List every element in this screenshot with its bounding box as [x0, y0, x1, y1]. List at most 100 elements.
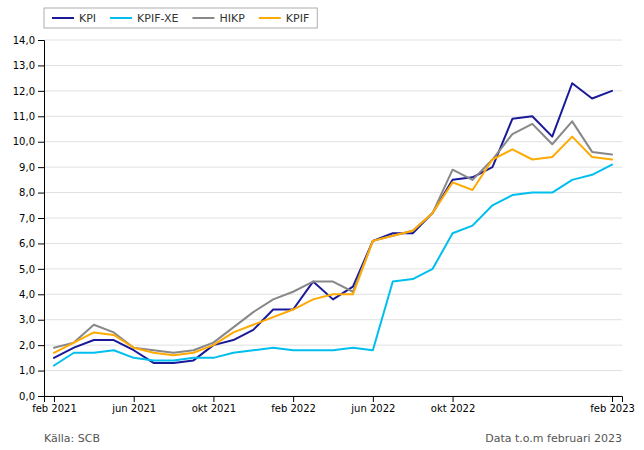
x-tick-mark — [134, 396, 135, 402]
legend-item: HIKP — [192, 12, 245, 25]
legend-item: KPIF-XE — [110, 12, 178, 25]
y-tick-label: 10,0 — [13, 136, 35, 147]
legend: KPI KPIF-XE HIKP KPIF — [44, 8, 317, 28]
legend-label: KPIF — [286, 12, 309, 25]
y-tick: 5,0 — [19, 264, 44, 275]
x-tick: feb 2023 — [590, 396, 635, 414]
y-tick: 8,0 — [19, 187, 44, 198]
lines — [54, 83, 612, 365]
y-tick: 13,0 — [13, 60, 44, 71]
y-tick-label: 1,0 — [19, 365, 35, 376]
y-tick-label: 4,0 — [19, 289, 35, 300]
x-tick-mark — [54, 396, 55, 402]
y-tick-mark — [38, 167, 44, 168]
y-tick-label: 7,0 — [19, 213, 35, 224]
y-tick-mark — [38, 243, 44, 244]
x-tick-mark — [293, 396, 294, 402]
annotation: Källa: SCB — [44, 432, 100, 445]
legend-label: KPIF-XE — [137, 12, 178, 25]
y-tick-mark — [38, 218, 44, 219]
x-tick: okt 2022 — [431, 396, 475, 414]
y-tick: 12,0 — [13, 86, 44, 97]
y-tick-mark — [38, 294, 44, 295]
annotation: Data t.o.m februari 2023 — [485, 432, 622, 445]
grid-line — [44, 243, 622, 244]
grid — [44, 40, 622, 396]
y-tick: 9,0 — [19, 162, 44, 173]
grid-line — [44, 218, 622, 219]
y-tick-label: 13,0 — [13, 60, 35, 71]
x-tick-mark — [213, 396, 214, 402]
x-tick: feb 2021 — [32, 396, 77, 414]
grid-line — [44, 90, 622, 91]
plot: 0,0 1,0 2,0 3,0 4,0 5,0 6,0 7,0 8,0 9,0 10,0 11,0 12… — [13, 35, 635, 414]
grid-line — [44, 40, 622, 41]
y-axis-line — [38, 41, 45, 397]
y-tick: 1,0 — [19, 365, 44, 376]
x-tick-label: feb 2021 — [32, 403, 77, 414]
y-tick: 0,0 — [19, 391, 44, 402]
y-tick-mark — [38, 65, 44, 66]
y-axis: 0,0 1,0 2,0 3,0 4,0 5,0 6,0 7,0 8,0 9,0 10,0 11,0 12… — [13, 35, 45, 402]
x-tick-label: okt 2022 — [431, 403, 475, 414]
y-tick: 7,0 — [19, 213, 44, 224]
y-tick: 2,0 — [19, 340, 44, 351]
grid-line — [44, 268, 622, 269]
grid-line — [44, 116, 622, 117]
y-tick-label: 2,0 — [19, 340, 35, 351]
legend-swatch — [259, 17, 281, 19]
y-tick-label: 0,0 — [19, 391, 35, 402]
legend-swatch — [52, 17, 74, 19]
y-tick-label: 9,0 — [19, 162, 35, 173]
y-tick-mark — [38, 91, 44, 92]
chart: 0,0 1,0 2,0 3,0 4,0 5,0 6,0 7,0 8,0 9,0 10,0 11,0 12… — [0, 0, 644, 450]
y-tick: 11,0 — [13, 111, 44, 122]
x-tick-label: okt 2021 — [192, 403, 236, 414]
grid-line — [44, 141, 622, 142]
y-tick: 14,0 — [13, 35, 44, 46]
grid-line — [44, 167, 622, 168]
y-tick-mark — [38, 345, 44, 346]
x-axis-line — [45, 397, 623, 403]
x-tick-label: feb 2023 — [590, 403, 635, 414]
x-axis: feb 2021jun 2021okt 2021feb 2022jun 2022… — [32, 396, 635, 414]
y-tick-mark — [38, 116, 44, 117]
y-tick-label: 3,0 — [19, 314, 35, 325]
x-tick: jun 2021 — [111, 396, 156, 414]
grid-line — [44, 319, 622, 320]
x-tick-label: jun 2021 — [111, 403, 156, 414]
y-tick-mark — [38, 269, 44, 270]
series-line — [54, 83, 612, 363]
legend-swatch — [110, 17, 132, 19]
grid-line — [44, 370, 622, 371]
x-tick: feb 2022 — [271, 396, 316, 414]
grid-line — [44, 65, 622, 66]
legend-item: KPI — [52, 12, 96, 25]
y-tick-label: 8,0 — [19, 187, 35, 198]
series-line — [54, 137, 612, 356]
legend-swatch — [192, 17, 214, 19]
legend-label: KPI — [79, 12, 96, 25]
y-tick: 10,0 — [13, 136, 44, 147]
y-tick-label: 6,0 — [19, 238, 35, 249]
x-tick-mark — [453, 396, 454, 402]
y-tick: 3,0 — [19, 314, 44, 325]
legend-item: KPIF — [259, 12, 309, 25]
x-tick-label: feb 2022 — [271, 403, 316, 414]
y-tick-mark — [38, 396, 44, 397]
legend-frame — [44, 8, 317, 28]
x-tick: okt 2021 — [192, 396, 236, 414]
y-tick-mark — [38, 40, 44, 41]
y-tick-label: 5,0 — [19, 264, 35, 275]
y-tick: 4,0 — [19, 289, 44, 300]
legend-label: HIKP — [219, 12, 245, 25]
x-tick-mark — [612, 396, 613, 402]
y-tick-mark — [38, 193, 44, 194]
y-tick-label: 11,0 — [13, 111, 35, 122]
x-tick-mark — [373, 396, 374, 402]
y-tick-label: 14,0 — [13, 35, 35, 46]
y-tick-mark — [38, 371, 44, 372]
y-tick: 6,0 — [19, 238, 44, 249]
y-tick-mark — [38, 142, 44, 143]
y-tick-label: 12,0 — [13, 86, 35, 97]
